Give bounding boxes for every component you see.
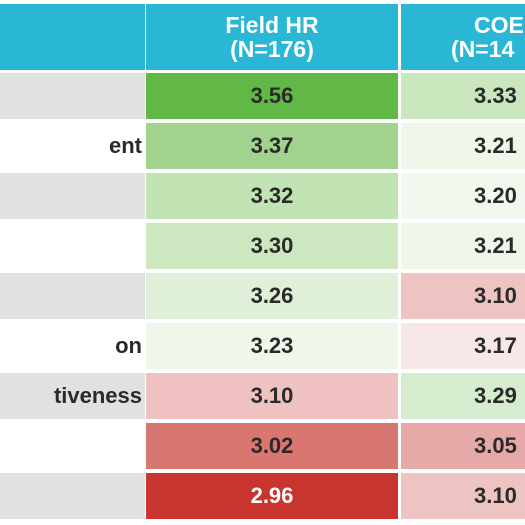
field-hr-value: 3.56 xyxy=(146,73,398,119)
coe-value: 3.10 xyxy=(474,283,517,308)
coe-value-cell: 3.10 xyxy=(401,273,525,319)
row-label-cell: tiveness xyxy=(0,373,145,419)
table-row: 3.30 3.21 xyxy=(0,223,525,269)
row-label: ent xyxy=(109,133,142,158)
header-corner xyxy=(0,4,145,70)
coe-value-cell: 3.20 xyxy=(401,173,525,219)
coe-value-cell: 3.10 xyxy=(401,473,525,519)
coe-value-cell: 3.21 xyxy=(401,223,525,269)
row-label-cell xyxy=(0,273,145,319)
table-row: on 3.23 3.17 xyxy=(0,323,525,369)
header-coe: COE (N=14 xyxy=(401,4,525,70)
row-label-cell xyxy=(0,73,145,119)
header-field-hr-count: (N=176) xyxy=(230,36,314,62)
coe-value: 3.33 xyxy=(474,83,517,108)
field-hr-value: 3.26 xyxy=(146,273,398,319)
coe-value: 3.20 xyxy=(474,183,517,208)
coe-value: 3.17 xyxy=(474,333,517,358)
header-coe-count: (N=14 xyxy=(451,36,515,62)
field-hr-value: 3.30 xyxy=(146,223,398,269)
field-hr-value: 2.96 xyxy=(146,473,398,519)
field-hr-value: 3.23 xyxy=(146,323,398,369)
row-label-cell xyxy=(0,173,145,219)
row-label-cell: ent xyxy=(0,123,145,169)
row-label-cell xyxy=(0,423,145,469)
table-row: 3.56 3.33 xyxy=(0,73,525,119)
table-row: tiveness 3.10 3.29 xyxy=(0,373,525,419)
coe-value-cell: 3.33 xyxy=(401,73,525,119)
coe-value: 3.21 xyxy=(474,133,517,158)
coe-value-cell: 3.05 xyxy=(401,423,525,469)
row-label-cell: on xyxy=(0,323,145,369)
row-label: tiveness xyxy=(53,383,142,408)
header-field-hr-title: Field HR xyxy=(225,12,319,38)
table-row: ent 3.37 3.21 xyxy=(0,123,525,169)
coe-value-cell: 3.17 xyxy=(401,323,525,369)
field-hr-value: 3.37 xyxy=(146,123,398,169)
field-hr-value: 3.10 xyxy=(146,373,398,419)
coe-value: 3.21 xyxy=(474,233,517,258)
coe-value: 3.10 xyxy=(474,483,517,508)
header-field-hr: Field HR (N=176) xyxy=(146,4,398,70)
coe-value-cell: 3.21 xyxy=(401,123,525,169)
header-coe-title: COE xyxy=(474,12,524,38)
table-row: 3.02 3.05 xyxy=(0,423,525,469)
table-row: 3.26 3.10 xyxy=(0,273,525,319)
table-row: 3.32 3.20 xyxy=(0,173,525,219)
row-label-cell xyxy=(0,473,145,519)
field-hr-value: 3.02 xyxy=(146,423,398,469)
row-label: on xyxy=(115,333,142,358)
field-hr-value: 3.32 xyxy=(146,173,398,219)
table-row: 2.96 3.10 xyxy=(0,473,525,519)
coe-value-cell: 3.29 xyxy=(401,373,525,419)
coe-value: 3.05 xyxy=(474,433,517,458)
coe-value: 3.29 xyxy=(474,383,517,408)
row-label-cell xyxy=(0,223,145,269)
